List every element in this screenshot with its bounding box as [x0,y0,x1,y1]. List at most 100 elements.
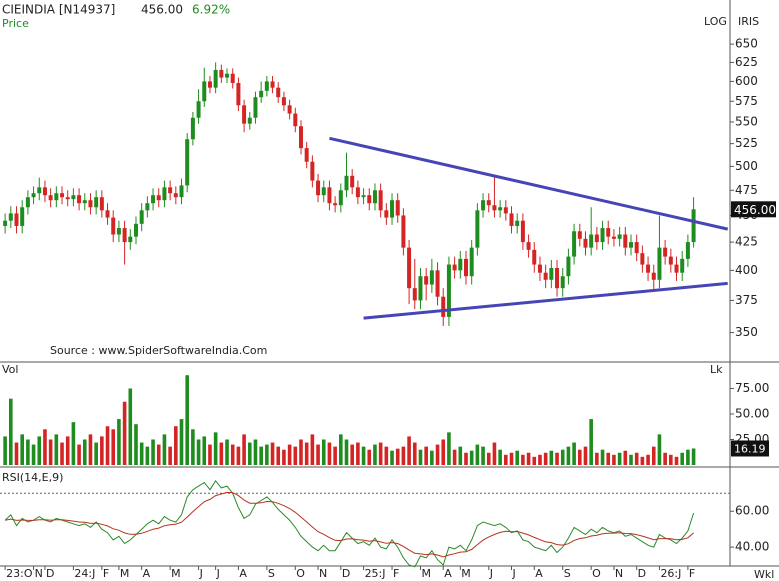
candle-body [617,234,622,239]
volume-bar [77,444,81,465]
volume-bar [390,450,394,465]
volume-bar [623,450,628,465]
volume-bar [515,450,520,465]
candle-body [37,187,42,194]
trendline [363,281,728,320]
volume-bar [430,450,434,465]
candle-body [105,210,110,218]
candle-body [532,249,537,265]
candle-body [207,81,212,88]
volume-bar [469,450,474,465]
y-tick-label: 425 [735,235,758,249]
x-tick-label: F [393,567,399,580]
rsi-line [5,491,694,558]
candle-body [65,197,70,200]
x-tick-label: 25:J [365,567,386,580]
candle-body [583,238,588,248]
y-tick-label: 40.00 [735,540,769,554]
candle-body [390,200,395,218]
volume-bar [293,446,298,465]
volume-bar [151,439,155,465]
candle-body [8,213,13,221]
candle-body [122,228,127,243]
candle-body [293,113,298,127]
volume-bar [572,442,576,465]
volume-bar [208,444,212,465]
volume-bar [669,454,673,465]
volume-bar [282,449,286,465]
candle-body [287,105,292,114]
volume-bar [48,439,53,465]
x-tick-label: 23:O [6,567,33,580]
candle-body [20,207,25,226]
source-note: Source : www.SpiderSoftwareIndia.Com [50,344,267,357]
candle-body [190,117,195,140]
header-price: 456.00 [141,3,183,17]
candle-body [264,81,269,91]
volume-bar [395,448,400,465]
volume-bar [9,398,13,465]
volume-bar [407,436,411,465]
candle-body [566,256,571,277]
volume-bar [509,452,514,465]
volume-bar [213,432,218,465]
x-tick-label: M [421,567,431,580]
volume-bar [327,442,332,465]
candle-body [3,220,8,226]
x-tick-label: A [239,567,247,580]
volume-bar [299,439,303,465]
volume-bar [481,446,485,465]
volume-bar [424,446,428,465]
volume-bar [384,446,389,465]
volume-bar [441,439,446,465]
candle-body [173,193,178,198]
volume-bar [350,444,354,465]
volume-bar [94,442,98,465]
volume-bar [475,444,480,465]
candle-body [469,247,474,277]
candle-body [560,276,565,289]
volume-bar [606,452,611,465]
x-tick-label: J [512,567,516,580]
candle-body [71,195,76,200]
x-tick-label: M [120,567,129,580]
y-tick-label: 350 [735,325,758,339]
candle-body [600,228,605,243]
candle-body [674,264,679,273]
candle-body [316,180,321,196]
x-tick-label: A [444,567,452,580]
volume-tag-box [731,440,769,457]
volume-bar [202,436,207,465]
candle-body [344,175,349,191]
candle-body [492,205,497,211]
x-tick-label: N [615,567,623,580]
volume-bar [600,449,605,465]
indicator-label: IRIS [738,15,759,28]
volume-bar [447,432,451,465]
candle-body [435,270,440,297]
candle-body [407,247,412,289]
candle-body [179,185,184,198]
x-tick-label: A [143,567,151,580]
volume-bar [674,456,679,465]
volume-bar [339,434,343,465]
x-tick-label: F [689,567,695,580]
volume-bar [577,449,582,465]
candle-body [42,187,47,196]
candle-body [475,210,480,248]
candle-body [441,296,446,317]
volume-bar [412,442,417,465]
volume-bar [14,442,19,465]
candle-body [651,272,656,280]
rsi-line [4,479,695,568]
volume-bar [253,439,258,465]
volume-bar [629,454,633,465]
volume-bar [43,429,47,465]
candle-body [321,187,326,196]
volume-bar [26,439,30,465]
x-axis-label: Wkl [754,568,774,581]
y-tick-label: 525 [735,136,758,150]
candle-body [623,234,628,248]
candle-body [276,87,281,98]
volume-bar [418,449,423,465]
